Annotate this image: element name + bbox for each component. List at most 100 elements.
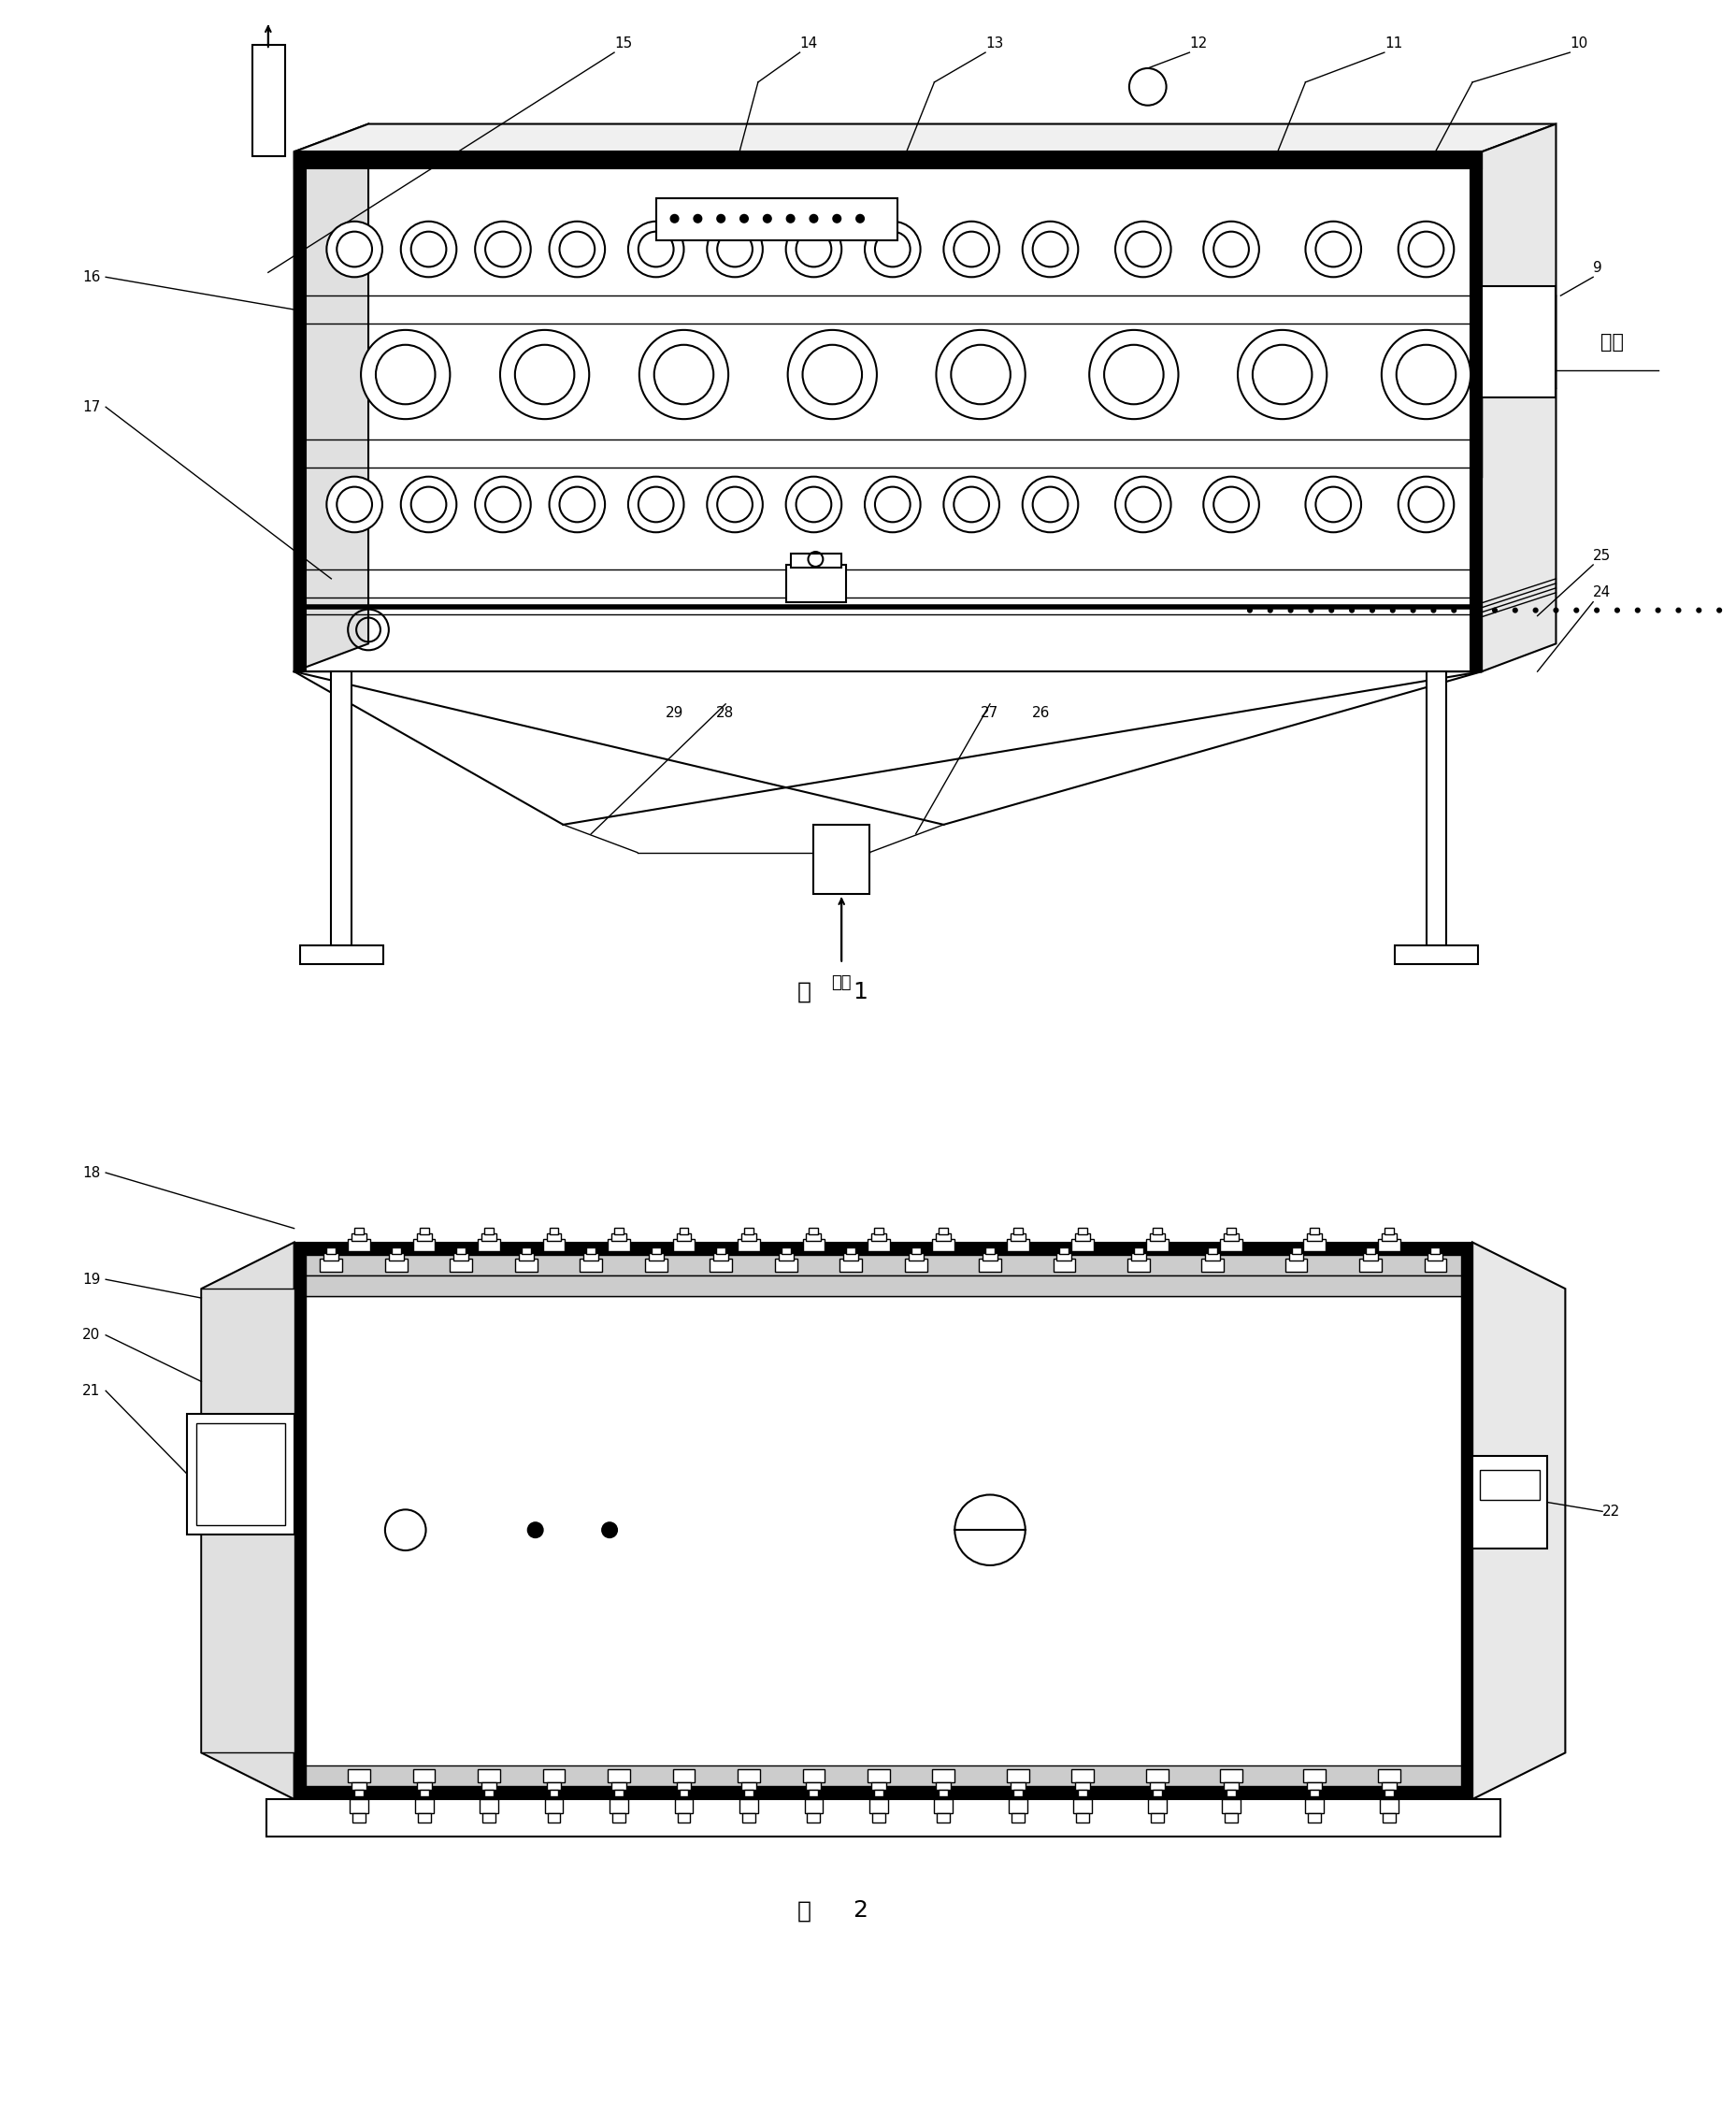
- Bar: [1227, 1228, 1236, 1235]
- Text: 9: 9: [1594, 261, 1602, 275]
- Bar: [679, 1790, 689, 1796]
- Bar: [1309, 1813, 1321, 1821]
- Bar: [677, 1813, 691, 1821]
- Bar: [332, 671, 352, 945]
- Bar: [615, 1790, 623, 1796]
- Bar: [484, 1790, 493, 1796]
- Bar: [743, 1813, 755, 1821]
- Bar: [611, 1783, 627, 1790]
- Bar: [911, 1248, 920, 1254]
- Text: 11: 11: [1384, 36, 1403, 51]
- Bar: [1304, 1239, 1326, 1252]
- Bar: [1076, 1813, 1088, 1821]
- Bar: [740, 1798, 759, 1813]
- Bar: [806, 1783, 821, 1790]
- Circle shape: [1088, 330, 1179, 419]
- Circle shape: [1656, 608, 1660, 612]
- Text: 15: 15: [615, 36, 632, 51]
- Text: 24: 24: [1594, 585, 1611, 599]
- Bar: [543, 1239, 564, 1252]
- Bar: [613, 1813, 625, 1821]
- Bar: [677, 1233, 691, 1241]
- Circle shape: [1305, 477, 1361, 532]
- Bar: [293, 152, 1483, 169]
- Text: 26: 26: [1031, 705, 1050, 720]
- Bar: [1378, 1239, 1401, 1252]
- Circle shape: [559, 487, 595, 523]
- Circle shape: [865, 477, 920, 532]
- Bar: [937, 1813, 950, 1821]
- Bar: [1222, 1798, 1241, 1813]
- Circle shape: [602, 1523, 616, 1538]
- Bar: [1363, 1254, 1378, 1260]
- Bar: [651, 1248, 661, 1254]
- Bar: [326, 1248, 335, 1254]
- Bar: [389, 1254, 403, 1260]
- Circle shape: [1397, 222, 1455, 277]
- Text: 14: 14: [800, 36, 818, 51]
- Circle shape: [401, 222, 457, 277]
- Bar: [644, 1258, 667, 1273]
- Bar: [352, 1813, 366, 1821]
- Circle shape: [694, 214, 701, 222]
- Bar: [306, 1296, 1462, 1785]
- Bar: [583, 1254, 599, 1260]
- Circle shape: [654, 345, 713, 405]
- Polygon shape: [293, 125, 368, 671]
- Circle shape: [476, 477, 531, 532]
- Circle shape: [1104, 345, 1163, 405]
- Bar: [936, 1233, 951, 1241]
- Circle shape: [936, 330, 1026, 419]
- Bar: [457, 1248, 465, 1254]
- Circle shape: [486, 231, 521, 267]
- Bar: [418, 1813, 431, 1821]
- Bar: [450, 1258, 472, 1273]
- Bar: [1071, 1239, 1094, 1252]
- Bar: [1007, 1769, 1029, 1783]
- Bar: [1307, 1783, 1323, 1790]
- Bar: [934, 1798, 953, 1813]
- Bar: [519, 1254, 533, 1260]
- Bar: [904, 1258, 927, 1273]
- Bar: [1227, 1790, 1236, 1796]
- Bar: [1010, 1783, 1026, 1790]
- Bar: [809, 1228, 818, 1235]
- Bar: [413, 1769, 436, 1783]
- Circle shape: [944, 477, 1000, 532]
- Bar: [1483, 286, 1555, 398]
- Bar: [417, 1233, 432, 1241]
- Bar: [293, 152, 306, 671]
- Circle shape: [1269, 608, 1272, 612]
- Bar: [781, 1248, 790, 1254]
- Bar: [717, 1248, 726, 1254]
- Bar: [325, 1254, 339, 1260]
- Circle shape: [1203, 222, 1259, 277]
- Circle shape: [1595, 608, 1599, 612]
- Bar: [1472, 1455, 1547, 1548]
- Bar: [1009, 1798, 1028, 1813]
- Circle shape: [797, 231, 832, 267]
- Circle shape: [1391, 608, 1394, 612]
- Circle shape: [741, 214, 748, 222]
- Bar: [745, 1228, 753, 1235]
- Circle shape: [875, 487, 910, 523]
- Bar: [809, 1790, 818, 1796]
- Text: 2: 2: [852, 1900, 868, 1921]
- Bar: [293, 1785, 1472, 1798]
- Circle shape: [1213, 231, 1248, 267]
- Bar: [543, 1769, 564, 1783]
- Bar: [609, 1798, 628, 1813]
- Bar: [778, 1254, 793, 1260]
- Bar: [932, 1239, 955, 1252]
- Circle shape: [1330, 608, 1333, 612]
- Circle shape: [802, 345, 863, 405]
- Bar: [1226, 1813, 1238, 1821]
- Bar: [649, 1254, 663, 1260]
- Circle shape: [786, 222, 842, 277]
- Bar: [354, 1228, 365, 1235]
- Bar: [580, 1258, 602, 1273]
- Bar: [1311, 1790, 1319, 1796]
- Bar: [871, 1233, 885, 1241]
- Circle shape: [1351, 608, 1354, 612]
- Bar: [1075, 1783, 1090, 1790]
